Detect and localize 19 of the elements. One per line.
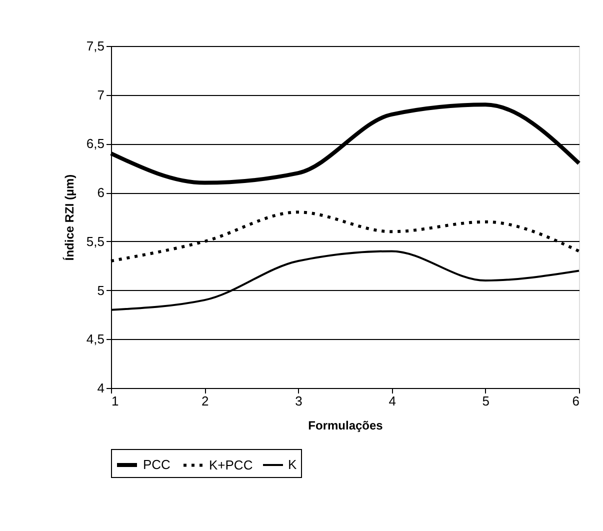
x-tick-label: 6 xyxy=(572,394,580,408)
x-tick-label: 3 xyxy=(295,394,302,408)
y-tick-label: 5,5 xyxy=(86,234,104,249)
x-tick-label: 5 xyxy=(482,394,490,408)
y-tick-label: 4,5 xyxy=(86,332,104,347)
x-axis-title: Formulações xyxy=(308,418,384,432)
y-tick-label: 7,5 xyxy=(86,38,104,54)
y-tick-label: 6 xyxy=(97,185,104,200)
legend-label: K xyxy=(288,457,297,472)
x-tick-label: 1 xyxy=(112,394,119,408)
y-tick-label: 5 xyxy=(97,282,104,298)
legend-label: K+PCC xyxy=(209,457,253,472)
y-tick-label: 6,5 xyxy=(86,136,104,152)
x-tick-label: 4 xyxy=(388,394,396,408)
y-axis-title: Índice RZI (µm) xyxy=(62,174,76,261)
legend-label: PCC xyxy=(143,457,170,472)
y-tick-label: 4 xyxy=(97,380,104,396)
x-tick-label: 2 xyxy=(201,394,209,408)
y-tick-label: 7 xyxy=(97,87,104,102)
